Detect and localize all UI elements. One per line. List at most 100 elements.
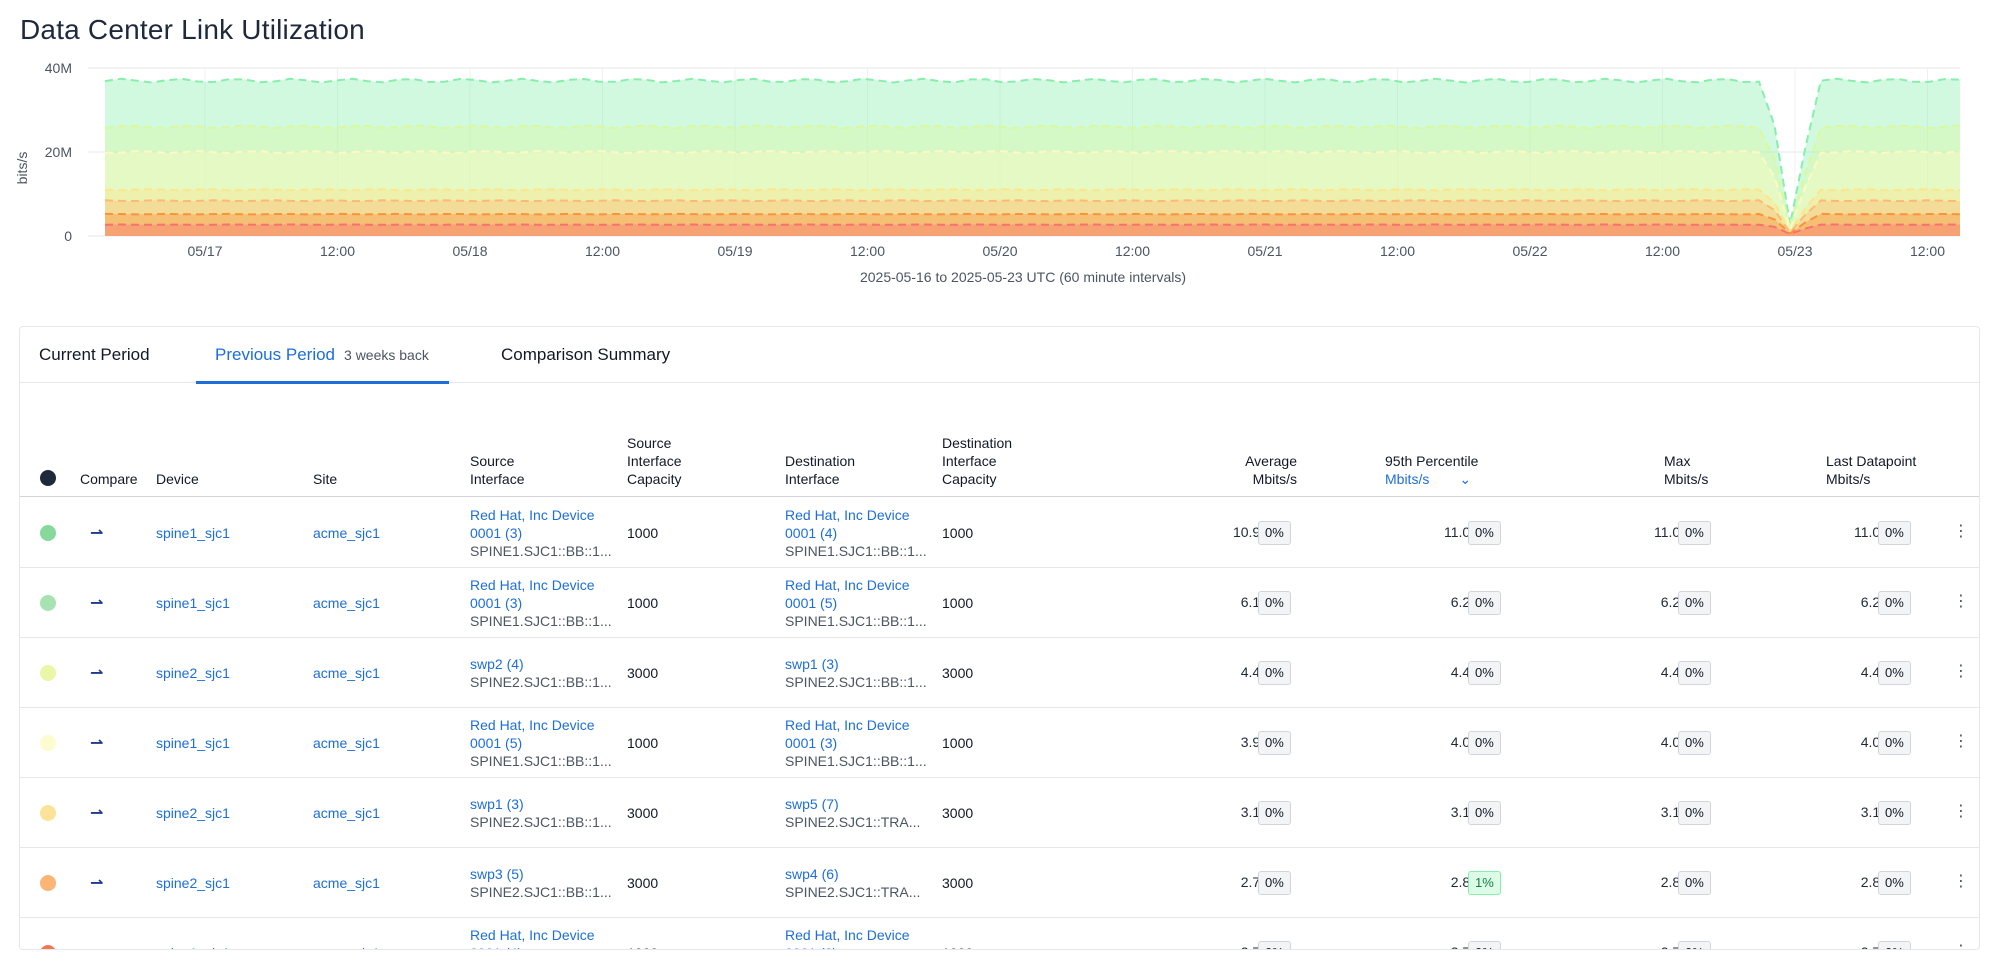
source-interface-alias: SPINE2.SJC1::BB::1... <box>470 673 612 690</box>
table-row[interactable]: ⇀ spine2_sjc1 acme_sjc1 swp2 (4) SPINE2.SJC1… <box>20 638 1979 708</box>
table-row[interactable]: ⇀ spine2_sjc1 acme_sjc1 swp3 (5) SPINE2.SJC1… <box>20 848 1979 918</box>
source-interface: swp2 (4) SPINE2.SJC1::BB::1... <box>470 655 612 691</box>
device-link[interactable]: spine2_sjc1 <box>156 664 230 681</box>
last-value: 2.76 <box>1828 944 1888 949</box>
col-compare[interactable]: Compare <box>80 471 138 487</box>
site-link[interactable]: acme_sjc1 <box>313 944 380 950</box>
row-menu-icon[interactable]: ⋮ <box>1953 663 1969 680</box>
source-interface-link[interactable]: Red Hat, Inc Device 0001 (3) <box>470 576 595 611</box>
col-site[interactable]: Site <box>313 471 338 487</box>
source-capacity: 1000 <box>627 594 659 611</box>
x-tick-label: 05/22 <box>1512 243 1547 259</box>
row-menu-icon[interactable]: ⋮ <box>1953 733 1969 750</box>
x-tick-label: 12:00 <box>1380 243 1415 259</box>
device-link[interactable]: spine1_sjc1 <box>156 594 230 611</box>
compare-icon[interactable]: ⇀ <box>90 525 104 542</box>
site-link[interactable]: acme_sjc1 <box>313 594 380 611</box>
x-tick-label: 12:00 <box>320 243 355 259</box>
table-row[interactable]: ⇀ spine1_sjc1 acme_sjc1 Red Hat, Inc Device… <box>20 568 1979 638</box>
series-color-dot[interactable] <box>40 665 56 681</box>
row-menu-icon[interactable]: ⋮ <box>1953 523 1969 540</box>
p95-change-badge: 0% <box>1468 941 1501 949</box>
compare-icon[interactable]: ⇀ <box>90 943 103 949</box>
destination-capacity: 1000 <box>942 734 974 751</box>
destination-interface-alias: SPINE2.SJC1::BB::1... <box>785 673 927 690</box>
site-link[interactable]: acme_sjc1 <box>313 524 380 541</box>
table-row[interactable]: ⇀ spine2_sjc1 acme_sjc1 swp1 (3) SPINE2.SJC1… <box>20 778 1979 848</box>
source-interface-link[interactable]: swp1 (3) <box>470 795 524 812</box>
col-last-datapoint[interactable]: Last Datapoint Mbits/s <box>1826 453 1917 487</box>
compare-icon[interactable]: ⇀ <box>90 875 104 892</box>
utilization-chart: bits/s 2025-05-16 to 2025-05-23 UTC (60 … <box>0 50 1999 290</box>
tab-comparison-summary[interactable]: Comparison Summary <box>501 327 670 383</box>
col-95th-percentile[interactable]: 95th Percentile Mbits/s ⌄ <box>1385 453 1479 487</box>
x-tick-label: 12:00 <box>850 243 885 259</box>
row-menu-icon[interactable]: ⋮ <box>1953 593 1969 610</box>
col-max[interactable]: Max Mbits/s <box>1664 453 1709 487</box>
destination-interface-link[interactable]: swp4 (6) <box>785 865 839 882</box>
last-change-badge: 0% <box>1878 731 1911 755</box>
col-destination-capacity[interactable]: Destination Interface Capacity <box>942 435 1013 487</box>
sort-desc-icon[interactable]: ⌄ <box>1459 471 1472 487</box>
tab-previous-period[interactable]: Previous Period 3 weeks back <box>196 327 449 384</box>
source-interface-link[interactable]: swp2 (4) <box>470 655 524 672</box>
col-device[interactable]: Device <box>156 471 199 487</box>
site-link[interactable]: acme_sjc1 <box>313 664 380 681</box>
destination-interface-link[interactable]: Red Hat, Inc Device 0001 (5) <box>785 576 910 611</box>
device-link[interactable]: spine1_sjc1 <box>156 524 230 541</box>
destination-interface-alias: SPINE1.SJC1::BB::1... <box>785 542 927 559</box>
series-color-dot[interactable] <box>40 875 56 891</box>
series-line-3 <box>104 188 1961 234</box>
device-link[interactable]: spine1_sjc1 <box>156 734 230 751</box>
source-capacity: 1000 <box>627 524 659 541</box>
tab-current-period[interactable]: Current Period <box>39 327 150 383</box>
source-capacity: 1000 <box>627 944 658 950</box>
series-color-dot[interactable] <box>40 735 56 751</box>
row-menu-icon[interactable]: ⋮ <box>1953 942 1969 949</box>
site-link[interactable]: acme_sjc1 <box>313 734 380 751</box>
site-link[interactable]: acme_sjc1 <box>313 874 380 891</box>
max-change-badge: 0% <box>1678 661 1711 685</box>
source-interface-link[interactable]: swp3 (5) <box>470 865 524 882</box>
destination-interface-link[interactable]: swp1 (3) <box>785 655 839 672</box>
table-row[interactable]: ⇀ spine1_sjc1 acme_sjc1 Red Hat, Inc Device… <box>20 708 1979 778</box>
tab-label: Current Period <box>39 345 150 364</box>
source-interface-link[interactable]: Red Hat, Inc Device 0001 (5) <box>470 716 595 751</box>
destination-capacity: 1000 <box>942 524 974 541</box>
row-menu-icon[interactable]: ⋮ <box>1953 873 1969 890</box>
select-all-dot[interactable] <box>40 470 56 486</box>
p95-change-badge: 0% <box>1468 661 1501 685</box>
p95-value: 2.76 <box>1418 944 1478 949</box>
col-source-capacity[interactable]: Source Interface Capacity <box>627 435 682 487</box>
table-row[interactable]: ⇀ spine1_sjc1 acme_sjc1 Red Hat, Inc Device… <box>20 498 1979 568</box>
series-color-dot[interactable] <box>40 805 56 821</box>
destination-interface-link[interactable]: swp5 (7) <box>785 795 839 812</box>
device-link[interactable]: spine1_sjc1 <box>156 944 230 950</box>
table-row[interactable]: ⇀ spine1_sjc1 acme_sjc1 Red Hat, Inc Device… <box>20 918 1979 950</box>
p95-change-badge: 0% <box>1468 801 1501 825</box>
x-tick-label: 12:00 <box>1115 243 1150 259</box>
chart-caption: 2025-05-16 to 2025-05-23 UTC (60 minute … <box>860 269 1186 285</box>
destination-interface-alias: SPINE2.SJC1::TRA... <box>785 813 921 830</box>
series-color-dot[interactable] <box>40 525 56 541</box>
destination-interface: Red Hat, Inc Device 0001 (5) SPINE1.SJC1::… <box>785 576 927 630</box>
col-destination-interface[interactable]: Destination Interface <box>785 453 856 487</box>
row-menu-icon[interactable]: ⋮ <box>1953 803 1969 820</box>
compare-icon[interactable]: ⇀ <box>90 595 104 612</box>
device-link[interactable]: spine2_sjc1 <box>156 804 230 821</box>
compare-icon[interactable]: ⇀ <box>90 805 104 822</box>
compare-icon[interactable]: ⇀ <box>90 665 104 682</box>
site-link[interactable]: acme_sjc1 <box>313 804 380 821</box>
destination-interface-link[interactable]: Red Hat, Inc Device 0001 (4) <box>785 506 910 541</box>
compare-icon[interactable]: ⇀ <box>90 735 104 752</box>
series-color-dot[interactable] <box>40 595 56 611</box>
col-average[interactable]: Average Mbits/s <box>1245 453 1297 487</box>
col-source-interface[interactable]: Source Interface <box>470 453 525 487</box>
series-color-dot[interactable] <box>40 945 56 949</box>
source-interface-link[interactable]: Red Hat, Inc Device 0001 (3) <box>470 506 595 541</box>
device-link[interactable]: spine2_sjc1 <box>156 874 230 891</box>
